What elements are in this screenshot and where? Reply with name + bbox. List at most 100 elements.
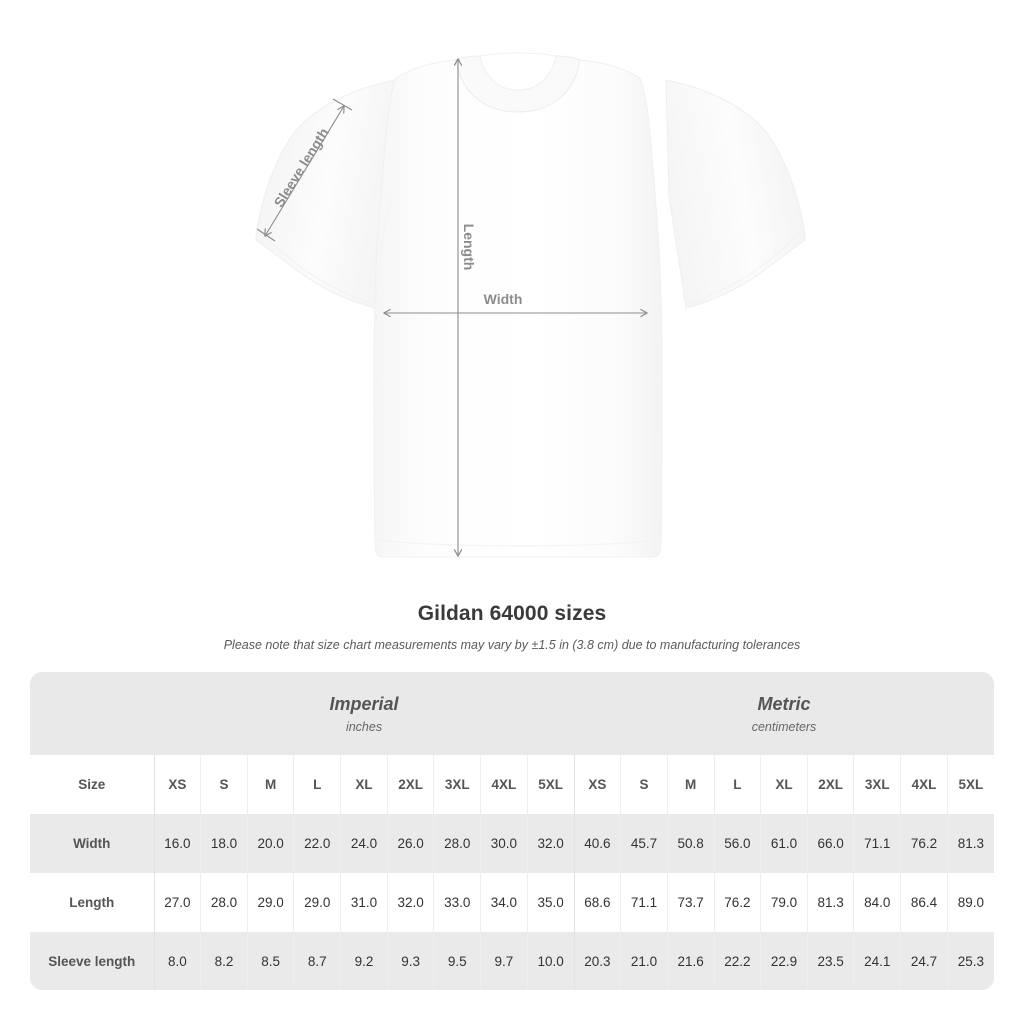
- measurement-cell: 79.0: [760, 873, 808, 932]
- measurement-cell: 22.0: [293, 814, 341, 873]
- measurement-cell: 89.0: [946, 873, 994, 932]
- size-header-imperial-3xl: 3XL: [433, 755, 481, 814]
- measurement-cell: 8.5: [246, 932, 294, 990]
- tshirt-illustration: Sleeve length Length Width: [255, 52, 806, 558]
- measurement-cell: 25.3: [946, 932, 994, 990]
- measurement-cell: 8.7: [293, 932, 341, 990]
- collar-opening: [479, 52, 557, 91]
- size-header-metric-l: L: [713, 755, 761, 814]
- measurement-cell: 16.0: [153, 814, 201, 873]
- measurement-cell: 86.4: [900, 873, 948, 932]
- measurement-cell: 8.2: [200, 932, 248, 990]
- measurement-cell: 28.0: [433, 814, 481, 873]
- shirt-body: [373, 59, 663, 558]
- size-header-imperial-4xl: 4XL: [480, 755, 528, 814]
- size-header-row: Size XS S M L XL 2XL 3XL 4XL 5XL XS S M L XL 2XL 3XL 4XL 5…: [30, 755, 994, 814]
- table-row: Sleeve length 8.0 8.2 8.5 8.7 9.2 9.3 9.5 9.7 10.…: [30, 932, 994, 990]
- measurement-cell: 21.6: [666, 932, 714, 990]
- size-header-imperial-5xl: 5XL: [526, 755, 575, 814]
- measurement-cell: 24.7: [900, 932, 948, 990]
- measurement-cell: 31.0: [340, 873, 388, 932]
- measurement-cell: 9.5: [433, 932, 481, 990]
- sleeve-hem-left: [261, 231, 375, 305]
- size-header-metric-s: S: [620, 755, 668, 814]
- unit-name: Metric: [757, 693, 811, 714]
- unit-band-row: Imperial inches Metric centimeters: [30, 672, 994, 755]
- unit-name: Imperial: [329, 693, 399, 714]
- size-header-metric-2xl: 2XL: [806, 755, 854, 814]
- measurement-cell: 56.0: [713, 814, 761, 873]
- unit-subtitle: centimeters: [751, 719, 817, 734]
- size-header-imperial-xl: XL: [340, 755, 388, 814]
- measurement-cell: 9.7: [480, 932, 528, 990]
- chart-heading-block: Gildan 64000 sizes Please note that size…: [0, 600, 1024, 653]
- size-header-imperial-l: L: [293, 755, 341, 814]
- table-row: Width 16.0 18.0 20.0 22.0 24.0 26.0 28.0 30.0 32.…: [30, 814, 994, 873]
- measurement-cell: 21.0: [620, 932, 668, 990]
- measurement-cell: 81.3: [806, 873, 854, 932]
- right-sleeve: [665, 79, 806, 309]
- measurement-cell: 30.0: [480, 814, 528, 873]
- size-label-cell: Size: [30, 755, 154, 814]
- measurement-cell: 24.1: [853, 932, 901, 990]
- sleeve-tick-top: [332, 98, 353, 111]
- measurement-cell: 18.0: [200, 814, 248, 873]
- sleeve-tick-bottom: [256, 228, 276, 242]
- measurement-cell: 9.3: [386, 932, 434, 990]
- measurement-cell: 84.0: [853, 873, 901, 932]
- size-header-metric-4xl: 4XL: [900, 755, 948, 814]
- measurement-cell: 35.0: [526, 873, 575, 932]
- sleeve-length-arrow: [264, 105, 345, 237]
- row-label-cell: Width: [30, 814, 154, 873]
- length-label: Length: [461, 224, 477, 271]
- measurement-cell: 28.0: [200, 873, 248, 932]
- measurement-cell: 9.2: [340, 932, 388, 990]
- measurement-cell: 76.2: [713, 873, 761, 932]
- measurement-cell: 8.0: [153, 932, 201, 990]
- measurement-cell: 34.0: [480, 873, 528, 932]
- size-header-metric-3xl: 3XL: [853, 755, 901, 814]
- size-header-imperial-2xl: 2XL: [386, 755, 434, 814]
- tshirt-graphic: [255, 52, 806, 558]
- measurement-cell: 76.2: [900, 814, 948, 873]
- measurement-cell: 68.6: [573, 873, 621, 932]
- fold-hint-left: [376, 195, 393, 301]
- measurement-cell: 23.5: [806, 932, 854, 990]
- size-header-imperial-s: S: [200, 755, 248, 814]
- hem-line: [377, 539, 660, 547]
- measurement-cell: 22.2: [713, 932, 761, 990]
- measurement-cell: 20.0: [246, 814, 294, 873]
- size-header-metric-xl: XL: [760, 755, 808, 814]
- size-header-imperial-xs: XS: [153, 755, 201, 814]
- size-header-metric-5xl: 5XL: [946, 755, 994, 814]
- measurement-cell: 27.0: [153, 873, 201, 932]
- size-chart-table-container: Imperial inches Metric centimeters Size XS S M L…: [30, 672, 994, 990]
- measurement-cell: 81.3: [946, 814, 994, 873]
- table-row: Length 27.0 28.0 29.0 29.0 31.0 32.0 33.0 34.0 35…: [30, 873, 994, 932]
- measurement-cell: 33.0: [433, 873, 481, 932]
- size-header-metric-m: M: [666, 755, 714, 814]
- tolerance-note: Please note that size chart measurements…: [223, 638, 801, 652]
- unit-band-spacer: [30, 672, 154, 755]
- row-label-cell: Length: [30, 873, 154, 932]
- measurement-cell: 10.0: [526, 932, 575, 990]
- measurement-cell: 29.0: [246, 873, 294, 932]
- measurement-annotations: [256, 58, 648, 557]
- measurement-cell: 29.0: [293, 873, 341, 932]
- measurement-cell: 50.8: [666, 814, 714, 873]
- fold-hint-right: [668, 195, 685, 301]
- measurement-cell: 61.0: [760, 814, 808, 873]
- measurement-cell: 66.0: [806, 814, 854, 873]
- size-chart-table: Imperial inches Metric centimeters Size XS S M L…: [30, 672, 994, 990]
- unit-subtitle: inches: [345, 719, 383, 734]
- sleeve-hem-right: [686, 231, 800, 305]
- measurement-cell: 22.9: [760, 932, 808, 990]
- page-title: Gildan 64000 sizes: [417, 602, 607, 625]
- size-header-metric-xs: XS: [573, 755, 621, 814]
- measurement-cell: 24.0: [340, 814, 388, 873]
- measurement-cell: 32.0: [386, 873, 434, 932]
- measurement-cell: 26.0: [386, 814, 434, 873]
- measurement-cell: 20.3: [573, 932, 621, 990]
- measurement-cell: 40.6: [573, 814, 621, 873]
- measurement-cell: 71.1: [853, 814, 901, 873]
